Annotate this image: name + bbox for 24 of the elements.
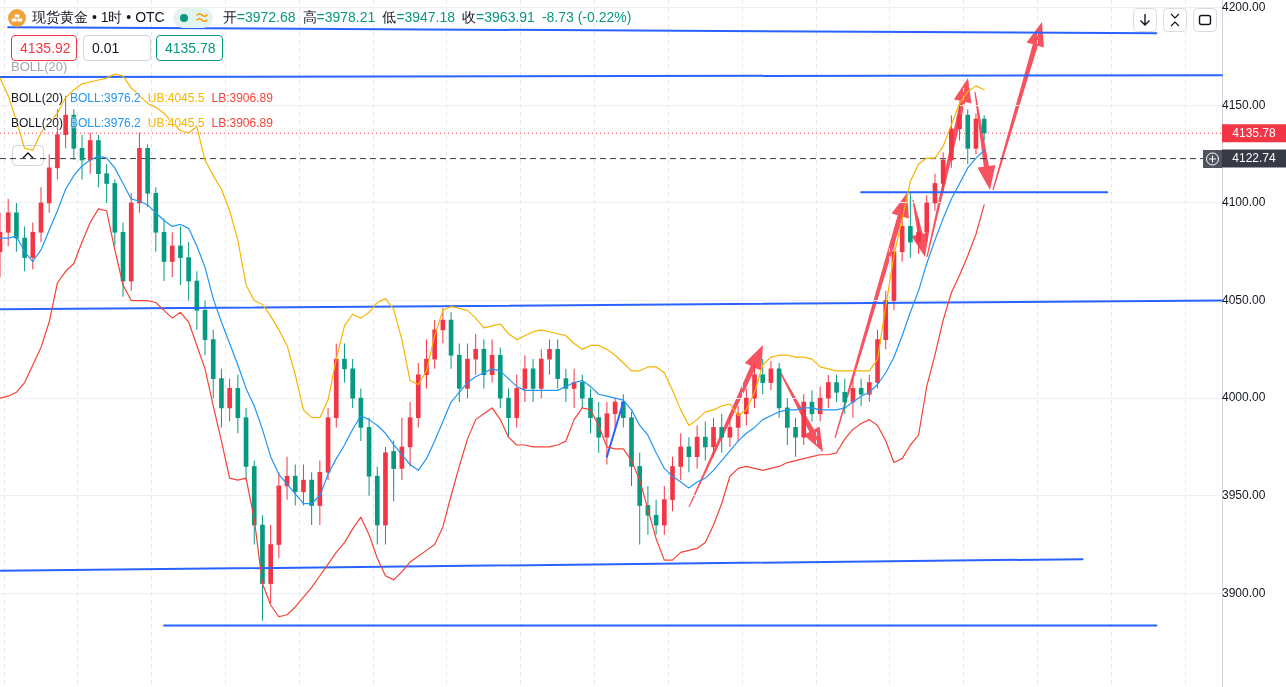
y-tick-label: 4000.00 xyxy=(1221,390,1266,405)
y-tick-label: 3900.00 xyxy=(1221,585,1266,600)
annotation: BOLL:3976.2 xyxy=(70,91,141,105)
annotation: LB:3906.89 xyxy=(211,91,273,105)
annotation: -8.73 (-0.22%) xyxy=(541,9,632,25)
annotation: BOLL(20) xyxy=(11,59,68,74)
annotation: 开=3972.68 xyxy=(222,9,296,25)
annotation: BOLL(20) xyxy=(11,91,64,105)
y-tick-label: 4150.00 xyxy=(1221,97,1266,112)
annotation: UB:4045.5 xyxy=(147,91,205,105)
y-tick-label: 3950.00 xyxy=(1221,488,1266,503)
annotation: 收=3963.91 xyxy=(462,9,535,25)
y-tick-label: 4050.00 xyxy=(1221,292,1266,307)
ref-line-label: 4135.78 xyxy=(1232,125,1277,140)
price-field: 4135.92 xyxy=(11,35,77,61)
quantity-field: 0.01 xyxy=(83,35,151,61)
text: 现货黄金 • 1时 • OTC xyxy=(32,9,165,27)
annotation: LB:3906.89 xyxy=(211,116,273,130)
y-tick-label: 4200.00 xyxy=(1221,0,1266,15)
y-tick-label: 4100.00 xyxy=(1221,195,1266,210)
annotation: 高=3978.21 xyxy=(302,9,376,25)
price-field: 4135.78 xyxy=(156,35,223,61)
annotation: 低=3947.18 xyxy=(382,9,456,25)
ref-line-label: 4122.74 xyxy=(1232,151,1277,166)
